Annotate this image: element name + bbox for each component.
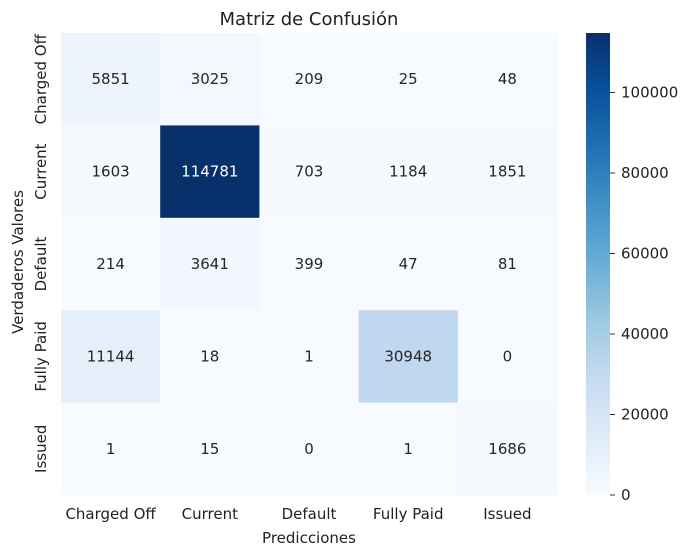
heatmap-cell: [160, 310, 260, 404]
cell-value-label: 0: [304, 440, 314, 458]
colorbar-tick-label: 60000: [621, 244, 669, 262]
cell-value-label: 47: [399, 255, 418, 273]
x-tick-label: Current: [182, 505, 238, 523]
heatmap-cell: [457, 310, 558, 404]
cell-value-label: 3025: [191, 70, 229, 88]
heatmap-cell: [259, 125, 360, 219]
cell-value-label: 30948: [384, 347, 432, 365]
y-axis-label: Verdaderos Valores: [9, 190, 27, 334]
heatmap-cell: [61, 125, 161, 219]
heatmap-cell: [160, 217, 260, 311]
x-tick-labels: Charged Off Current Default Fully Paid Issue…: [65, 505, 531, 523]
colorbar-tick-label: 80000: [621, 164, 669, 182]
cell-value-label: 1851: [488, 163, 526, 181]
heatmap-cell: [160, 402, 260, 496]
cell-value-label: 1: [304, 347, 314, 365]
heatmap-cell: [457, 125, 558, 219]
x-axis-label: Predicciones: [262, 529, 356, 547]
x-tick-label: Issued: [483, 505, 531, 523]
x-tick-label: Default: [282, 505, 337, 523]
y-tick-label: Fully Paid: [32, 321, 50, 392]
heatmap-cell: [259, 33, 360, 126]
colorbar-tick-label: 100000: [621, 83, 678, 101]
cell-value-label: 81: [498, 255, 517, 273]
cell-value-label: 1686: [488, 440, 526, 458]
colorbar-ticks: 0 20000 40000 60000 80000 100000: [610, 83, 678, 504]
heatmap-cell: [160, 33, 260, 126]
heatmap-cell: [358, 125, 459, 219]
cell-value-label: 114781: [181, 163, 238, 181]
heatmap-cell: [358, 402, 459, 496]
cell-value-label: 48: [498, 70, 517, 88]
cell-value-label: 1: [106, 440, 116, 458]
cell-value-label: 1184: [389, 163, 427, 181]
cell-value-label: 15: [200, 440, 219, 458]
x-tick-label: Fully Paid: [373, 505, 444, 523]
heatmap-cell: [457, 33, 558, 126]
x-tick-label: Charged Off: [65, 505, 156, 523]
y-tick-label: Current: [32, 143, 50, 199]
heatmap-cell: [61, 33, 161, 126]
heatmap-cell: [259, 310, 360, 404]
heatmap-cell: [358, 217, 459, 311]
cell-value-label: 5851: [92, 70, 130, 88]
heatmap-cell: [61, 402, 161, 496]
cell-value-label: 11144: [87, 347, 135, 365]
colorbar: [586, 33, 610, 495]
heatmap-cell: [259, 217, 360, 311]
colorbar-tick-label: 20000: [621, 405, 669, 423]
y-tick-label: Default: [32, 236, 50, 291]
cell-value-label: 703: [295, 163, 324, 181]
heatmap-cell: [259, 402, 360, 496]
cell-value-label: 1603: [92, 163, 130, 181]
cell-value-label: 0: [503, 347, 513, 365]
heatmap-cell: [457, 217, 558, 311]
cell-value-label: 3641: [191, 255, 229, 273]
heatmap-cell: [160, 125, 260, 219]
heatmap-cell: [358, 33, 459, 126]
cell-value-label: 18: [200, 347, 219, 365]
heatmap-cell: [457, 402, 558, 496]
cell-value-label: 214: [96, 255, 125, 273]
cell-value-label: 399: [295, 255, 324, 273]
cell-value-label: 1: [403, 440, 413, 458]
cell-value-label: 25: [399, 70, 418, 88]
chart-title: Matriz de Confusión: [220, 9, 399, 30]
colorbar-tick-label: 40000: [621, 325, 669, 343]
cell-value-label: 209: [295, 70, 324, 88]
y-tick-labels: Charged Off Current Default Fully Paid Issue…: [32, 33, 50, 473]
y-tick-label: Charged Off: [32, 33, 50, 124]
heatmap-cell: [61, 217, 161, 311]
heatmap-cell: [61, 310, 161, 404]
heatmap-cell: [358, 310, 459, 404]
y-tick-label: Issued: [32, 425, 50, 473]
colorbar-tick-label: 0: [621, 486, 631, 504]
